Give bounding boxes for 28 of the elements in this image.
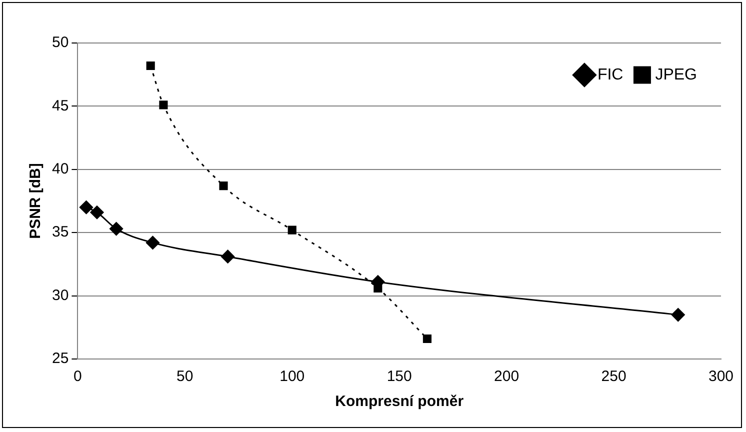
x-tick-label: 100 <box>280 368 305 386</box>
legend-label: FIC <box>597 66 624 84</box>
x-axis-title: Kompresní poměr <box>335 393 464 410</box>
point <box>288 226 296 234</box>
x-tick-label: 250 <box>601 368 626 386</box>
x-tick-label: 0 <box>74 368 82 386</box>
legend-label: JPEG <box>655 66 698 84</box>
point <box>110 222 124 236</box>
point <box>90 206 104 220</box>
y-tick-label: 45 <box>52 97 69 114</box>
point <box>219 182 228 190</box>
y-tick-label: 25 <box>52 350 69 368</box>
point <box>146 61 155 70</box>
point <box>146 236 160 250</box>
y-tick-label: 30 <box>52 286 69 304</box>
x-tick-label: 150 <box>386 368 412 386</box>
point <box>80 200 94 214</box>
point <box>221 250 235 264</box>
point <box>422 334 432 344</box>
x-tick-label: 200 <box>494 368 520 386</box>
y-axis-title: PSNR [dB] <box>27 163 44 239</box>
y-tick-label: 35 <box>52 224 69 241</box>
y-tick-label: 50 <box>52 34 69 52</box>
y-tick-label: 40 <box>52 160 69 178</box>
point <box>159 100 168 110</box>
x-tick-label: 50 <box>176 368 194 386</box>
point <box>671 308 685 322</box>
x-tick-label: 300 <box>708 368 734 386</box>
